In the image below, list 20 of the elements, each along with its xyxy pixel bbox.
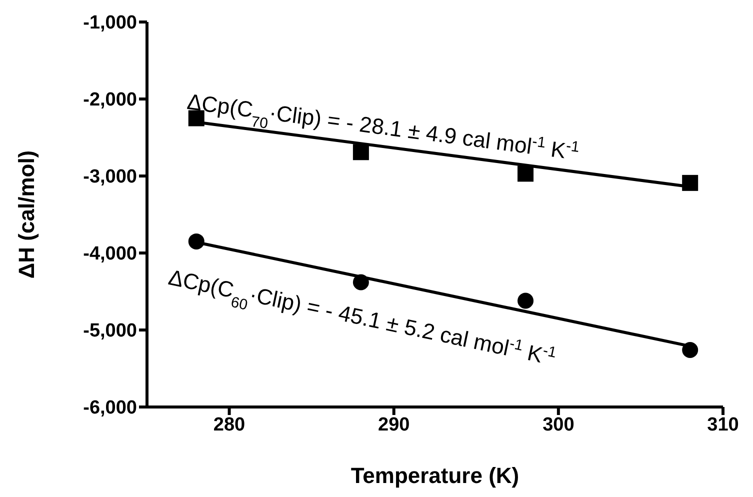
point [682, 342, 698, 358]
x-tick-label: 300 [542, 414, 574, 436]
x-tick-label: 290 [378, 414, 410, 436]
y-tick-label: -5,000 [83, 320, 137, 342]
point [518, 166, 534, 182]
x-tick-label: 310 [707, 414, 739, 436]
point [682, 174, 698, 191]
y-tick-label: -6,000 [83, 398, 137, 419]
y-tick-label: -4,000 [83, 244, 137, 265]
point [352, 144, 369, 160]
y-tick-label: -2,000 [83, 90, 137, 111]
y-tick-label: -3,000 [83, 166, 137, 188]
point [352, 274, 369, 290]
x-axis-title: Temperature (K) [350, 463, 520, 488]
point [518, 292, 534, 309]
x-tick-label: 280 [213, 414, 246, 436]
point [188, 233, 204, 250]
y-axis-title: ΔH (cal/mol) [14, 150, 39, 279]
annotation: ΔCp(C$_{70}$·Clip) = - 28.1 ± 4.9 cal mol$^{-1}$ K$^{-1}$ [186, 88, 581, 164]
y-tick-label: -1,000 [83, 12, 137, 34]
